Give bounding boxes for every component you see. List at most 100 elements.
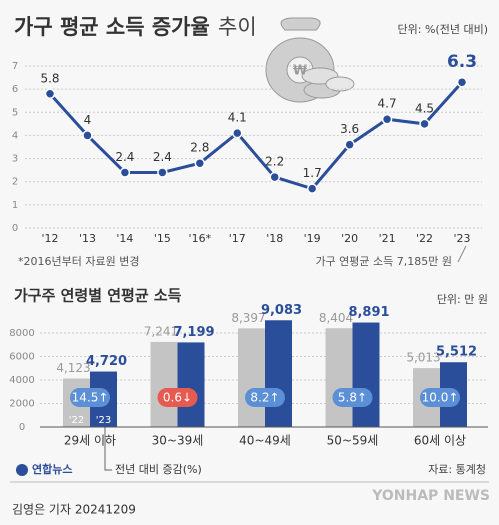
- annotation: 가구 연평균 소득 7,185만 원: [315, 255, 452, 268]
- y-tick-label: 6000: [9, 352, 34, 363]
- data-label: 5.8: [40, 71, 59, 85]
- data-label: 2.8: [190, 141, 209, 155]
- data-label: 4.1: [228, 111, 247, 125]
- data-label: 9,083: [261, 303, 302, 318]
- x-tick-label: '16*: [189, 232, 212, 245]
- x-tick-label: '15: [154, 232, 171, 245]
- bar: [177, 342, 205, 427]
- data-label: 5,512: [436, 345, 477, 360]
- data-label: 4.7: [378, 97, 397, 111]
- point: [419, 118, 430, 130]
- point: [157, 167, 168, 178]
- point: [82, 130, 93, 141]
- bar: [325, 328, 353, 427]
- x-tick-label: '18: [266, 232, 283, 245]
- data-label: 5,013: [406, 351, 440, 365]
- x-tick-label: 60세 이상: [414, 434, 466, 448]
- point: [306, 183, 318, 194]
- data-label: 6.3: [447, 52, 477, 72]
- y-tick-label: 2000: [9, 399, 34, 410]
- change-value: 5.8↑: [338, 391, 367, 405]
- x-tick-label: '19: [304, 232, 321, 245]
- data-label: 4,720: [86, 354, 127, 369]
- data-label: 4: [84, 113, 92, 127]
- x-tick-label: '17: [229, 232, 246, 245]
- change-value: 10.0↑: [422, 391, 459, 405]
- won-sign: ₩: [293, 64, 308, 79]
- change-pill: [245, 388, 285, 407]
- change-pill: [420, 388, 460, 407]
- data-label: 2.2: [265, 155, 284, 169]
- point: [119, 167, 131, 178]
- y-tick-label: 6: [12, 84, 18, 95]
- x-tick-label: '14: [116, 232, 133, 245]
- data-label: 2.4: [115, 150, 134, 164]
- y-tick-label: 7: [12, 61, 18, 72]
- y-tick-label: 5: [12, 107, 18, 118]
- y-tick-label: 4: [12, 130, 18, 141]
- unit-label: 단위: 만 원: [437, 293, 488, 306]
- line: [48, 81, 464, 191]
- x-tick-label: '13: [79, 232, 96, 245]
- x-tick-label: 50~59세: [327, 434, 379, 448]
- x-tick-label: '23: [453, 232, 470, 245]
- x-tick-label: 30~39세: [152, 434, 204, 448]
- data-label: 8,397: [231, 311, 265, 325]
- legend-label: '22: [69, 415, 84, 426]
- data-label: 7,241: [144, 324, 178, 338]
- source: 자료: 통계청: [428, 463, 486, 476]
- legend-label: '23: [96, 415, 111, 426]
- y-tick-label: 2: [12, 177, 18, 188]
- watermark: YONHAP NEWS: [371, 488, 490, 504]
- point: [269, 171, 280, 183]
- data-label: 3.6: [340, 122, 359, 136]
- y-tick-label: 1: [12, 200, 18, 211]
- change-value: 14.5↑: [72, 391, 109, 405]
- point: [344, 139, 355, 150]
- change-value: 0.6↓: [163, 391, 192, 405]
- change-pill: [70, 388, 110, 407]
- logo: 연합뉴스: [32, 462, 72, 476]
- bar: [265, 320, 292, 427]
- money-bag-icon: [265, 17, 355, 103]
- change-label: 전년 대비 증감(%): [115, 463, 202, 476]
- point: [381, 113, 393, 125]
- chart-title: 가구주 연령별 연평균 소득: [14, 287, 182, 305]
- change-pill: [157, 388, 198, 407]
- byline: 김영은 기자 20241209: [12, 503, 136, 517]
- change-pill: [332, 388, 373, 407]
- y-tick-label: 3: [12, 154, 18, 165]
- y-tick-label: 0: [19, 422, 25, 433]
- data-label: 7,199: [173, 325, 214, 340]
- change-value: 8.2↑: [250, 391, 279, 405]
- logo-mark: [16, 464, 28, 476]
- data-label: 8,891: [348, 305, 389, 320]
- y-tick-label: 4000: [9, 375, 34, 386]
- x-tick-label: '21: [379, 232, 396, 245]
- data-label: 1.7: [303, 166, 322, 180]
- data-label: 8,404: [319, 311, 353, 325]
- bar: [352, 322, 380, 427]
- data-label: 4.5: [415, 101, 434, 115]
- bar: [150, 341, 178, 427]
- bar: [238, 328, 265, 427]
- point: [44, 88, 56, 100]
- note: *2016년부터 자료원 변경: [18, 255, 139, 268]
- y-tick-label: 8000: [9, 328, 34, 339]
- chart-title: 가구 평균 소득 증가율: [14, 15, 210, 39]
- chart-title-suffix: 추이: [218, 15, 257, 39]
- data-label: 4,123: [56, 361, 90, 375]
- y-tick-label: 0: [12, 223, 18, 234]
- x-tick-label: 40~49세: [239, 434, 291, 448]
- unit-label: 단위: %(전년 대비): [398, 23, 488, 36]
- point: [194, 157, 206, 169]
- x-tick-label: 29세 이하: [64, 434, 116, 448]
- x-tick-label: '22: [416, 232, 433, 245]
- x-tick-label: '12: [41, 232, 58, 245]
- point: [232, 127, 243, 139]
- point: [456, 76, 468, 88]
- x-tick-label: '20: [341, 232, 358, 245]
- annotation-leader: [457, 245, 467, 263]
- data-label: 2.4: [153, 150, 172, 164]
